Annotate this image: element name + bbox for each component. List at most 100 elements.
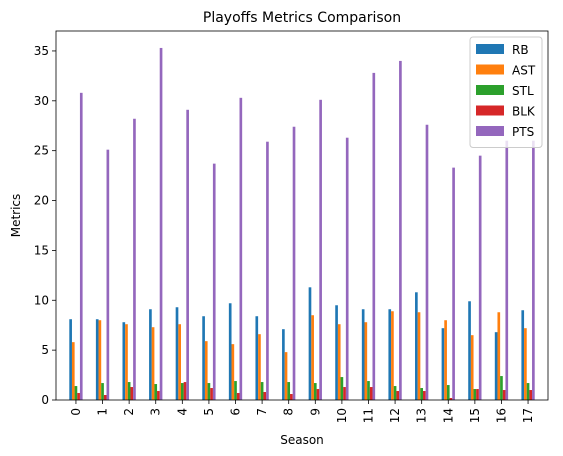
bar-stl-season-13 — [420, 388, 424, 400]
x-tick-label: 15 — [468, 408, 482, 423]
bar-pts-season-9 — [319, 99, 322, 400]
y-axis-ticks: 0 5 10 15 20 25 30 35 — [34, 44, 56, 407]
bar-rb-season-9 — [308, 287, 312, 400]
bar-stl-season-4 — [180, 383, 184, 400]
bar-stl-season-14 — [446, 385, 450, 400]
legend-label-rb: RB — [512, 43, 529, 57]
bar-rb-season-6 — [228, 303, 232, 400]
bar-rb-season-16 — [494, 332, 498, 400]
y-tick-label: 30 — [34, 94, 49, 108]
bar-blk-season-6 — [236, 393, 240, 400]
bar-blk-season-3 — [157, 391, 160, 400]
bar-blk-season-0 — [77, 393, 80, 400]
bar-rb-season-4 — [175, 307, 179, 400]
bar-ast-season-7 — [258, 334, 261, 400]
bar-pts-season-17 — [532, 140, 535, 400]
bar-stl-season-16 — [500, 376, 503, 400]
x-tick-label: 17 — [521, 408, 535, 423]
x-tick-label: 8 — [282, 408, 296, 416]
bar-ast-season-9 — [311, 315, 314, 400]
bar-pts-season-15 — [478, 155, 482, 400]
bar-ast-season-11 — [364, 322, 368, 400]
bar-pts-season-14 — [452, 167, 455, 400]
bar-ast-season-17 — [524, 328, 527, 400]
bar-blk-season-12 — [396, 391, 400, 400]
bar-stl-season-17 — [526, 383, 530, 400]
bar-rb-season-12 — [388, 309, 392, 400]
x-tick-label: 3 — [149, 408, 163, 416]
bar-blk-season-15 — [476, 389, 479, 400]
bar-stl-season-10 — [340, 377, 344, 400]
bar-ast-season-6 — [231, 344, 235, 400]
bar-pts-season-3 — [159, 47, 163, 400]
bar-pts-season-5 — [212, 163, 216, 400]
y-tick-label: 20 — [34, 194, 49, 208]
bar-blk-season-17 — [529, 390, 533, 400]
bar-rb-season-17 — [521, 310, 525, 400]
bar-ast-season-12 — [391, 311, 394, 400]
x-tick-label: 6 — [229, 408, 243, 416]
x-tick-label: 2 — [122, 408, 136, 416]
bar-ast-season-13 — [417, 312, 421, 400]
bar-rb-season-2 — [122, 322, 126, 400]
bar-stl-season-15 — [473, 389, 477, 400]
legend-label-blk: BLK — [512, 105, 536, 119]
bar-ast-season-1 — [98, 320, 102, 400]
legend-label-pts: PTS — [512, 125, 534, 139]
legend-label-ast: AST — [512, 64, 536, 78]
bar-blk-season-8 — [290, 394, 293, 400]
bar-pts-season-10 — [345, 137, 349, 400]
legend-swatch-ast — [476, 64, 504, 75]
bar-ast-season-5 — [204, 341, 208, 400]
bar-stl-season-8 — [287, 382, 291, 400]
legend-swatch-pts — [476, 126, 504, 136]
bar-blk-season-10 — [343, 387, 346, 400]
bar-rb-season-14 — [441, 328, 445, 400]
bar-stl-season-5 — [207, 383, 211, 400]
bar-stl-season-1 — [101, 383, 104, 400]
bar-ast-season-4 — [178, 324, 181, 400]
bar-blk-season-1 — [103, 395, 107, 400]
bar-ast-season-0 — [71, 342, 75, 400]
bar-rb-season-3 — [149, 309, 152, 400]
bar-blk-season-9 — [316, 389, 320, 400]
bar-pts-season-4 — [186, 109, 189, 400]
bar-rb-season-11 — [361, 309, 365, 400]
legend-swatch-blk — [476, 105, 504, 116]
bar-pts-season-2 — [133, 118, 136, 400]
bar-blk-season-5 — [210, 388, 213, 400]
bar-stl-season-9 — [313, 383, 317, 400]
bar-stl-season-12 — [393, 386, 397, 400]
bar-rb-season-7 — [255, 316, 259, 400]
bar-rb-season-13 — [415, 292, 418, 400]
bar-rb-season-10 — [335, 305, 338, 400]
bar-blk-season-11 — [369, 387, 373, 400]
bar-blk-season-7 — [263, 392, 267, 400]
y-axis-label: Metrics — [9, 194, 23, 238]
bar-rb-season-1 — [95, 319, 99, 400]
chart-title: Playoffs Metrics Comparison — [203, 10, 401, 26]
x-tick-label: 14 — [441, 408, 455, 423]
bars-group — [69, 47, 535, 401]
bar-pts-season-1 — [106, 149, 110, 400]
bar-pts-season-7 — [266, 141, 269, 400]
y-tick-label: 0 — [41, 393, 49, 407]
bar-rb-season-0 — [69, 319, 72, 400]
bar-blk-season-13 — [423, 391, 426, 400]
bar-pts-season-11 — [372, 72, 376, 400]
bar-ast-season-2 — [125, 324, 128, 400]
bar-stl-season-11 — [367, 381, 370, 400]
bar-stl-season-0 — [74, 386, 78, 400]
plot-background — [56, 31, 548, 400]
bar-ast-season-16 — [497, 312, 501, 400]
bar-rb-season-8 — [282, 329, 285, 400]
x-tick-label: 12 — [388, 408, 402, 423]
bar-blk-season-4 — [183, 382, 187, 400]
bar-stl-season-7 — [260, 382, 264, 400]
bar-blk-season-14 — [449, 398, 453, 400]
bar-pts-season-6 — [239, 97, 243, 400]
bar-pts-season-8 — [292, 126, 296, 401]
bar-ast-season-3 — [151, 327, 155, 400]
x-tick-label: 5 — [202, 408, 216, 416]
bar-blk-season-16 — [502, 390, 506, 400]
